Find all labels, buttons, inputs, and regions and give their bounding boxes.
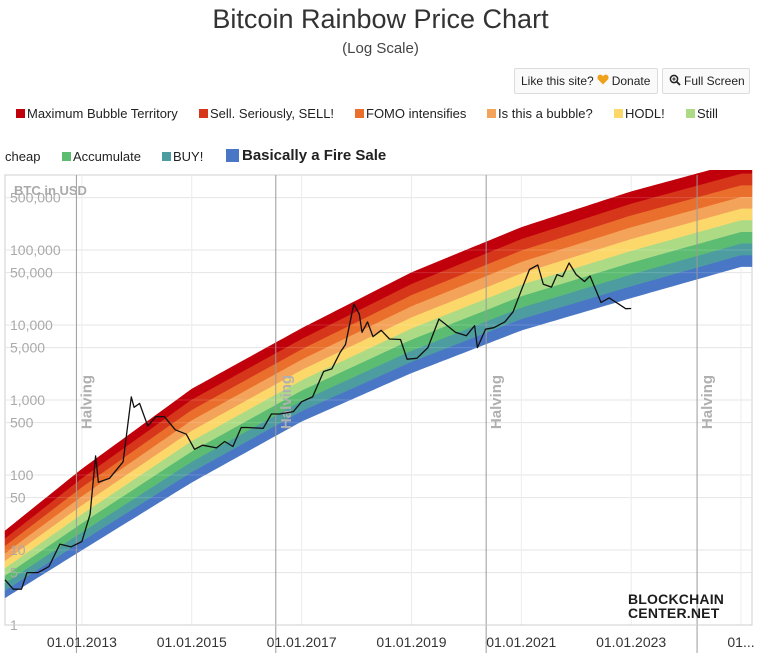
legend-swatch <box>487 109 496 118</box>
legend-item[interactable]: Basically a Fire Sale <box>226 147 386 164</box>
donate-button[interactable]: Like this site? Donate <box>514 68 658 94</box>
legend-item[interactable]: Is this a bubble? <box>487 106 593 121</box>
x-tick-label: 01.01.2017 <box>267 634 337 650</box>
y-tick-label: 500,000 <box>10 190 61 206</box>
donate-action: Donate <box>611 74 651 88</box>
x-tick-label: 01.01.2019 <box>376 634 446 650</box>
full-screen-button[interactable]: Full Screen <box>662 68 750 94</box>
legend-swatch <box>686 109 695 118</box>
halving-label: Halving <box>78 375 95 429</box>
legend-label: Maximum Bubble Territory <box>27 106 178 121</box>
y-tick-label: 50 <box>10 490 26 506</box>
y-tick-label: 10 <box>10 542 26 558</box>
blockchaincenter-logo: BLOCKCHAIN CENTER.NET <box>628 592 724 620</box>
x-tick-label: 01.01.2023 <box>596 634 666 650</box>
legend-item[interactable]: Accumulate <box>62 149 141 164</box>
legend-swatch <box>614 109 623 118</box>
price-line <box>4 262 632 590</box>
chart-title: Bitcoin Rainbow Price Chart <box>212 4 549 34</box>
legend-swatch <box>16 109 25 118</box>
y-tick-label: 100,000 <box>10 242 61 258</box>
legend-label: HODL! <box>625 106 665 121</box>
y-axis-label: BTC in USD <box>14 183 87 198</box>
legend-label: Is this a bubble? <box>498 106 593 121</box>
legend-swatch <box>62 152 71 161</box>
legend-item[interactable]: BUY! <box>162 149 203 164</box>
y-tick-label: 5,000 <box>10 340 45 356</box>
magnifier-icon <box>669 74 681 89</box>
legend-label: Accumulate <box>73 149 141 164</box>
x-tick-label: 01.01.2021 <box>486 634 556 650</box>
x-tick-label: 01... <box>727 634 754 650</box>
legend-swatch <box>355 109 364 118</box>
rainbow-band <box>4 170 753 539</box>
legend-item[interactable]: Sell. Seriously, SELL! <box>199 106 334 121</box>
legend-label: Sell. Seriously, SELL! <box>210 106 335 121</box>
halving-label: Halving <box>699 375 716 429</box>
legend-item[interactable]: cheap <box>5 149 40 164</box>
chart-subtitle: (Log Scale) <box>342 40 419 57</box>
halving-label: Halving <box>278 375 295 429</box>
y-tick-label: 1,000 <box>10 392 45 408</box>
y-tick-label: 100 <box>10 467 34 483</box>
legend-item[interactable]: Still <box>686 106 718 121</box>
heart-icon <box>597 74 609 88</box>
x-tick-label: 01.01.2015 <box>157 634 227 650</box>
y-tick-label: 500 <box>10 415 34 431</box>
logo-line-1: BLOCKCHAIN <box>628 591 725 607</box>
y-tick-label: 50,000 <box>10 265 53 281</box>
donate-label: Like this site? <box>521 74 594 88</box>
legend-swatch <box>162 152 171 161</box>
legend-label: Basically a Fire Sale <box>242 147 387 164</box>
logo-line-2: CENTER.NET <box>628 605 720 621</box>
legend-item[interactable]: HODL! <box>614 106 665 121</box>
legend-item[interactable]: Maximum Bubble Territory <box>16 106 178 121</box>
x-tick-label: 01.01.2013 <box>47 634 117 650</box>
legend-label: FOMO intensifies <box>366 106 467 121</box>
legend-label: BUY! <box>173 149 204 164</box>
full-screen-label: Full Screen <box>684 74 745 88</box>
legend-label: cheap <box>5 149 41 164</box>
y-tick-label: 5 <box>10 565 18 581</box>
legend-label: Still <box>697 106 718 121</box>
rainbow-chart: Halving Halving Halving Halving151050100500… <box>4 170 755 653</box>
legend-swatch <box>226 149 239 162</box>
halving-label: Halving <box>488 375 505 429</box>
y-tick-label: 10,000 <box>10 317 53 333</box>
legend-swatch <box>199 109 208 118</box>
legend-item[interactable]: FOMO intensifies <box>355 106 466 121</box>
